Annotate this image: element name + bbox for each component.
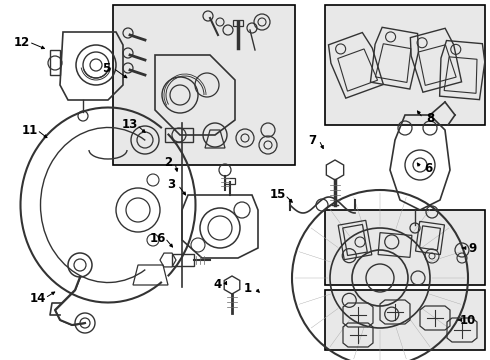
Bar	[165, 128, 193, 142]
Bar	[113, 5, 295, 165]
Text: 7: 7	[308, 134, 316, 147]
Bar	[225, 178, 235, 184]
Text: 9: 9	[468, 242, 476, 255]
Text: 6: 6	[424, 162, 432, 175]
Text: 2: 2	[164, 157, 172, 170]
Bar	[172, 254, 194, 266]
Bar	[233, 20, 243, 26]
Bar	[325, 210, 485, 285]
Text: 12: 12	[14, 36, 30, 49]
Text: 13: 13	[122, 118, 138, 131]
Text: 16: 16	[150, 231, 166, 244]
Text: 14: 14	[30, 292, 46, 305]
Text: 8: 8	[426, 112, 434, 125]
Text: 10: 10	[460, 314, 476, 327]
Bar	[325, 5, 485, 125]
Text: 5: 5	[102, 62, 110, 75]
Text: 4: 4	[214, 279, 222, 292]
Text: 3: 3	[167, 179, 175, 192]
Text: 1: 1	[244, 282, 252, 294]
Text: 15: 15	[270, 189, 286, 202]
Text: 11: 11	[22, 123, 38, 136]
Bar	[325, 290, 485, 350]
